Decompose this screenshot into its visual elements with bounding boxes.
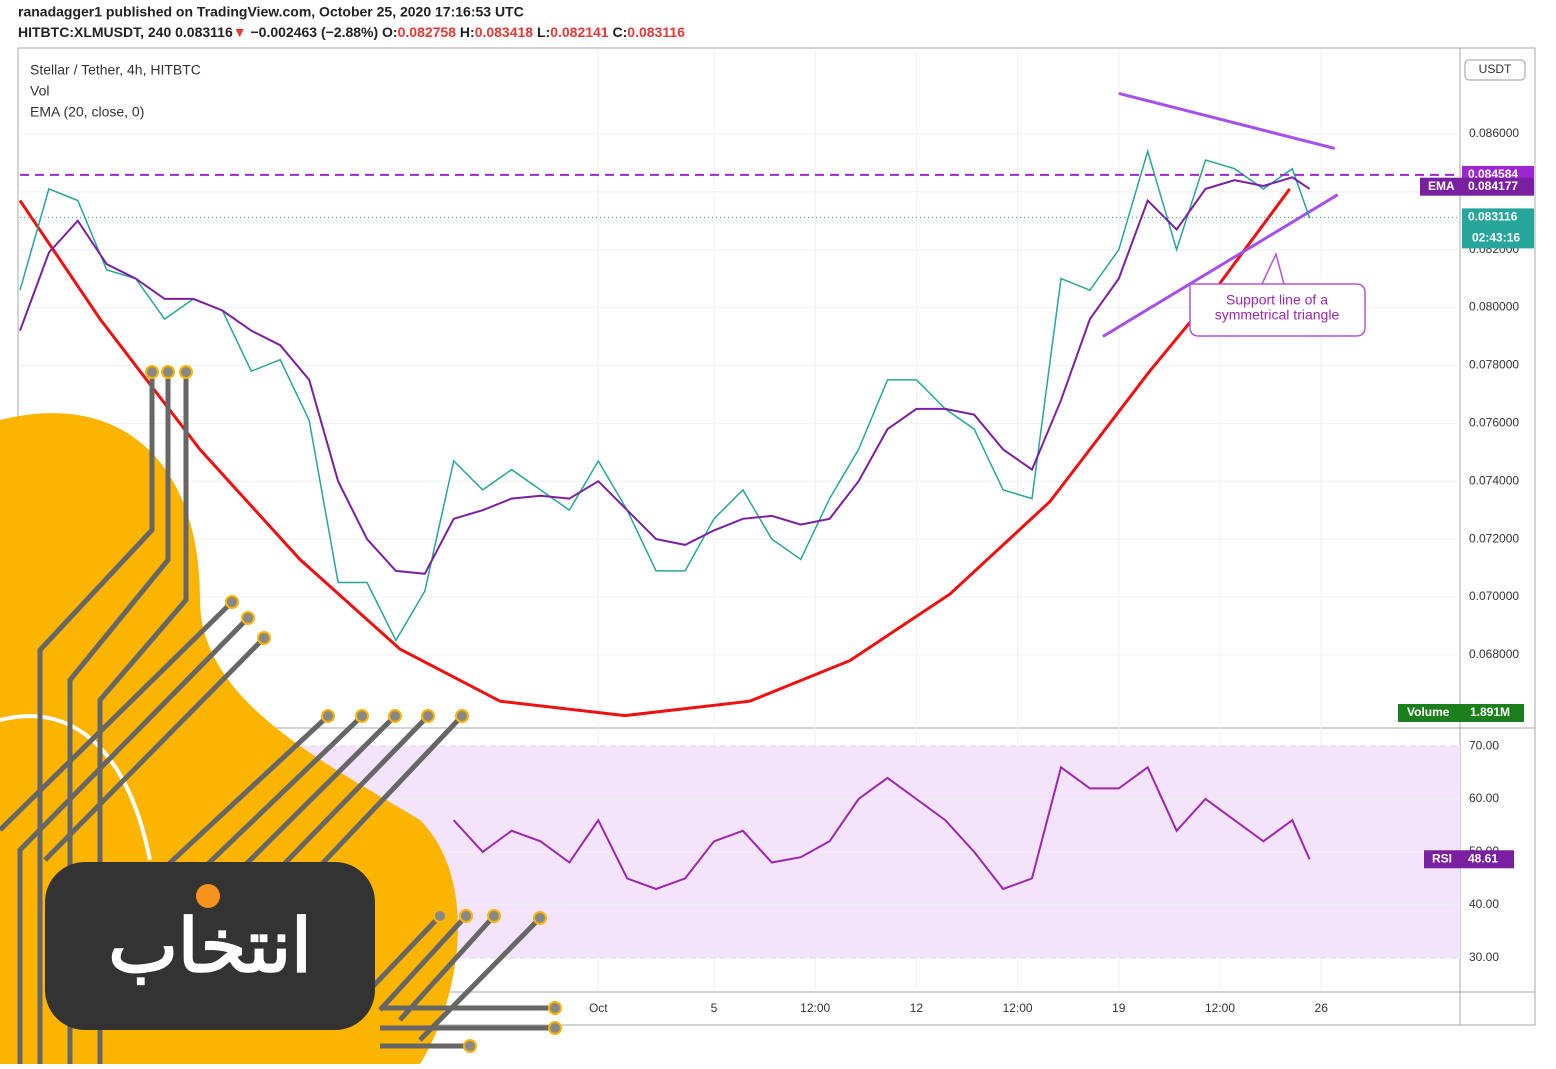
last-tag-label: 0.083116 bbox=[1468, 210, 1518, 224]
trendline bbox=[1102, 193, 1339, 338]
x-tick-label: 12:00 bbox=[1003, 1001, 1033, 1015]
volume-value: 1.891M bbox=[1470, 705, 1510, 719]
logo-badge bbox=[45, 862, 375, 1030]
x-tick-label: 5 bbox=[711, 1001, 718, 1015]
trendline bbox=[18, 188, 1291, 718]
last-tag bbox=[1462, 208, 1534, 249]
y-tick-label: 0.080000 bbox=[1469, 300, 1519, 314]
y-tick-label: 0.076000 bbox=[1469, 416, 1519, 430]
currency: USDT bbox=[1479, 62, 1512, 76]
legend-line: Vol bbox=[30, 83, 49, 99]
x-tick-label: 12:00 bbox=[1205, 1001, 1235, 1015]
x-tick-label: 19 bbox=[1112, 1001, 1126, 1015]
logo-text: انتخاب bbox=[108, 905, 311, 988]
currency-box bbox=[1464, 59, 1526, 81]
rsi-tag-name: RSI bbox=[1432, 851, 1452, 865]
ema-tag bbox=[1420, 177, 1534, 196]
price-tag-label: 0.084584 bbox=[1468, 167, 1518, 181]
y-tick-label: 60.00 bbox=[1469, 791, 1499, 805]
countdown: 02:43:16 bbox=[1472, 231, 1520, 245]
bitcoin-icon bbox=[196, 884, 220, 908]
y-tick-label: 30.00 bbox=[1469, 950, 1499, 964]
x-tick-label: 12 bbox=[910, 1001, 924, 1015]
annotation: symmetrical triangle bbox=[1215, 307, 1340, 323]
annotation: Support line of a bbox=[1226, 292, 1328, 308]
logo-arc bbox=[0, 714, 152, 861]
y-tick-label: 0.068000 bbox=[1469, 647, 1519, 661]
series-line bbox=[19, 176, 1311, 575]
y-tick-label: 0.078000 bbox=[1469, 358, 1519, 372]
rsi-tag-value: 48.61 bbox=[1468, 851, 1498, 865]
callout bbox=[1189, 251, 1366, 337]
x-tick-label: 26 bbox=[1315, 1001, 1329, 1015]
publisher: ranadagger1 published on TradingView.com… bbox=[18, 4, 524, 20]
y-tick-label: 40.00 bbox=[1469, 897, 1499, 911]
ema-tag-name: EMA bbox=[1428, 179, 1455, 193]
legend-line: Stellar / Tether, 4h, HITBTC bbox=[30, 62, 201, 78]
circuit-dots bbox=[145, 365, 562, 1053]
y-tick-label: 0.070000 bbox=[1469, 589, 1519, 603]
y-tick-label: 0.072000 bbox=[1469, 531, 1519, 545]
x-tick-label: Oct bbox=[589, 1001, 608, 1015]
ema-tag-value: 0.084177 bbox=[1468, 179, 1518, 193]
y-tick-label: 70.00 bbox=[1469, 738, 1499, 752]
legend-line: EMA (20, close, 0) bbox=[30, 104, 144, 120]
y-tick-label: 0.074000 bbox=[1469, 473, 1519, 487]
trendline bbox=[1118, 91, 1336, 150]
circuit-lines bbox=[0, 372, 555, 1064]
y-tick-label: 0.086000 bbox=[1469, 126, 1519, 140]
volume-label: Volume bbox=[1407, 705, 1450, 719]
quote-line: HITBTC:XLMUSDT, 240 0.083116▼ −0.002463 … bbox=[18, 24, 685, 40]
rsi-tag bbox=[1424, 850, 1514, 869]
series-line bbox=[19, 148, 1311, 642]
logo: انتخاب bbox=[0, 365, 562, 1065]
x-tick-label: 12:00 bbox=[800, 1001, 830, 1015]
volume-tag bbox=[1398, 704, 1524, 722]
series-line bbox=[452, 765, 1311, 891]
